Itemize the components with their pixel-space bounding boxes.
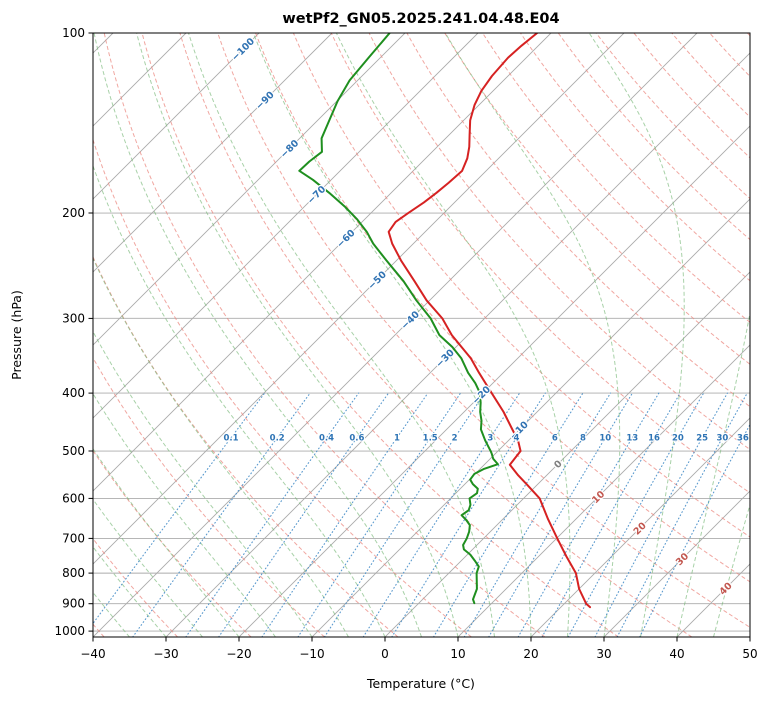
svg-text:−80: −80 (279, 138, 302, 161)
x-tick-label: 10 (450, 647, 465, 661)
svg-text:30: 30 (674, 551, 691, 568)
svg-text:−60: −60 (335, 227, 358, 250)
svg-text:25: 25 (696, 434, 708, 444)
svg-text:20: 20 (632, 520, 649, 537)
svg-text:8: 8 (580, 434, 586, 444)
svg-text:−30: −30 (434, 347, 457, 370)
svg-text:−90: −90 (254, 89, 277, 112)
x-tick-label: −40 (80, 647, 105, 661)
y-tick-label: 400 (62, 386, 85, 400)
x-tick-label: −30 (153, 647, 178, 661)
svg-text:1.5: 1.5 (423, 434, 438, 444)
plot-area: −100−90−80−70−60−50−40−30−20−10010203040… (54, 26, 758, 661)
y-tick-label: 900 (62, 597, 85, 611)
svg-text:3: 3 (487, 434, 493, 444)
svg-text:0.4: 0.4 (319, 434, 334, 444)
temperature-curve (387, 33, 592, 609)
moist-adiabats (93, 33, 750, 637)
x-tick-label: 30 (596, 647, 611, 661)
svg-text:10: 10 (599, 434, 611, 444)
svg-text:2: 2 (452, 434, 458, 444)
y-axis-label: Pressure (hPa) (9, 290, 24, 380)
plot-background: −100−90−80−70−60−50−40−30−20−10010203040… (93, 33, 750, 637)
svg-text:10: 10 (590, 489, 607, 506)
y-tick-label: 600 (62, 491, 85, 505)
x-tick-label: −10 (299, 647, 324, 661)
svg-text:−40: −40 (399, 309, 422, 332)
svg-text:6: 6 (552, 434, 558, 444)
dewpoint-curve (298, 33, 499, 605)
y-tick-label: 700 (62, 531, 85, 545)
svg-text:0.6: 0.6 (349, 434, 364, 444)
y-tick-label: 100 (62, 26, 85, 40)
y-axis-ticks: 100 200 300 400 500 600 700 800 900 1000 (54, 26, 93, 638)
svg-text:−50: −50 (366, 269, 389, 292)
chart-title: wetPf2_GN05.2025.241.04.48.E04 (282, 11, 559, 27)
svg-text:4: 4 (514, 434, 520, 444)
svg-text:−70: −70 (306, 184, 329, 207)
mixing-ratio-lines (93, 392, 750, 637)
mixing-ratio-labels: 0.1 0.2 0.4 0.6 1 1.5 2 3 4 6 8 10 13 16 20 25 30 36 (222, 433, 750, 445)
svg-text:30: 30 (716, 434, 728, 444)
svg-text:0.2: 0.2 (270, 434, 285, 444)
y-tick-label: 800 (62, 566, 85, 580)
y-tick-label: 200 (62, 206, 85, 220)
pressure-gridlines (93, 33, 750, 632)
svg-text:13: 13 (626, 434, 638, 444)
svg-text:−100: −100 (230, 36, 258, 64)
x-axis-label: Temperature (°C) (366, 676, 475, 691)
x-tick-label: −20 (226, 647, 251, 661)
svg-text:20: 20 (672, 434, 684, 444)
svg-text:0.1: 0.1 (223, 434, 238, 444)
svg-text:16: 16 (648, 434, 660, 444)
x-tick-label: 20 (523, 647, 538, 661)
y-tick-label: 300 (62, 311, 85, 325)
y-tick-label: 1000 (54, 624, 85, 638)
svg-text:36: 36 (737, 434, 749, 444)
x-tick-label: 50 (742, 647, 757, 661)
axes-box (92, 32, 751, 638)
x-tick-label: 0 (381, 647, 389, 661)
isotherms (93, 33, 750, 637)
svg-text:40: 40 (718, 580, 735, 597)
x-tick-label: 40 (669, 647, 684, 661)
x-axis-ticks: −40 −30 −20 −10 0 10 20 30 40 50 (80, 637, 758, 661)
svg-text:−20: −20 (470, 384, 493, 407)
svg-text:−10: −10 (508, 419, 531, 442)
y-tick-label: 500 (62, 444, 85, 458)
svg-text:1: 1 (394, 434, 400, 444)
